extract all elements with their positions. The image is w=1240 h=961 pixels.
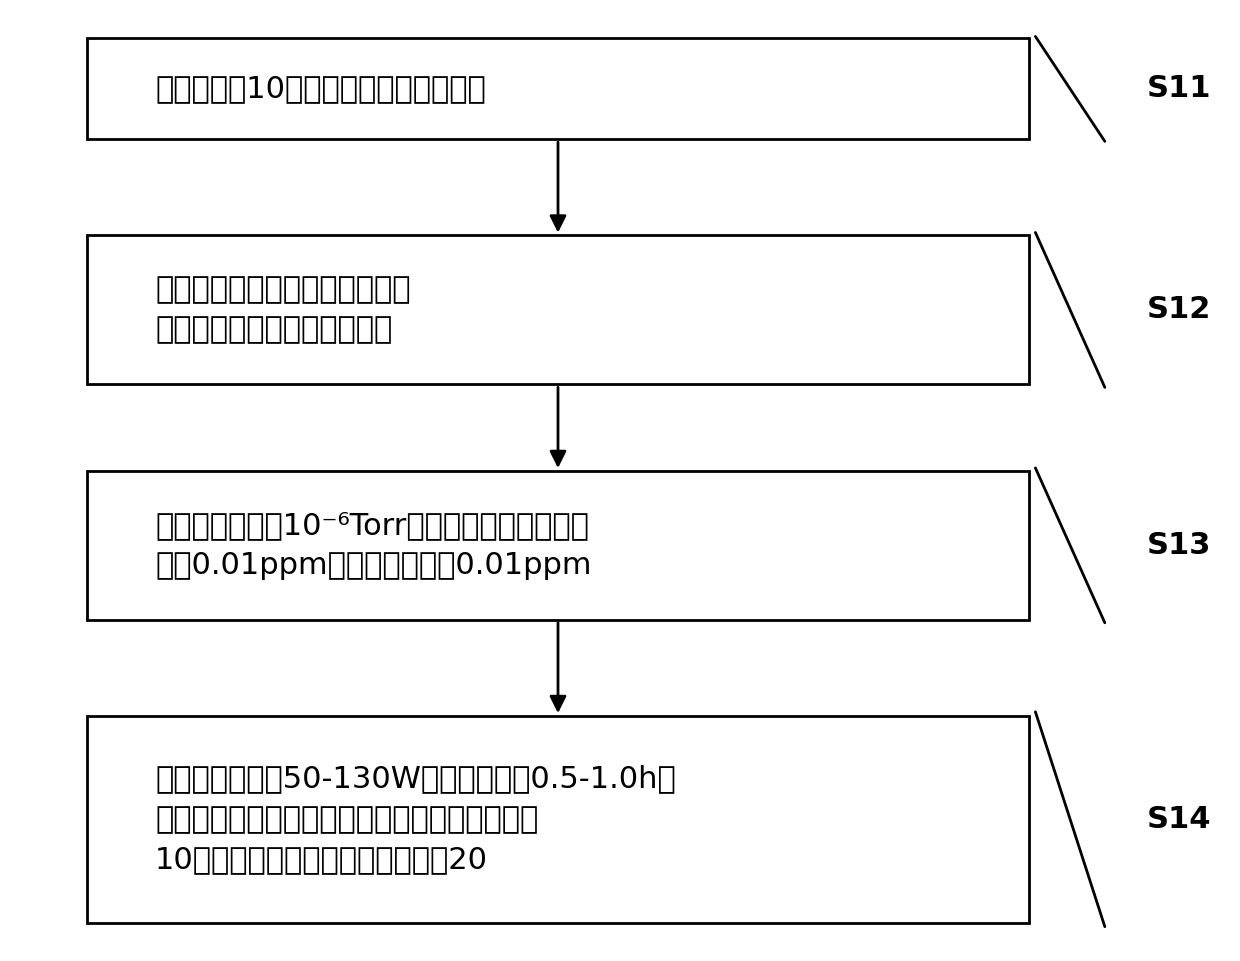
Text: 埘（或者鰽坤埘、鹪坤埘）中: 埘（或者鰽坤埘、鹪坤埘）中 bbox=[155, 315, 392, 345]
Text: 调节腔体气压为10⁻⁶Torr，并保证腔体氧气含量: 调节腔体气压为10⁻⁶Torr，并保证腔体氧气含量 bbox=[155, 510, 589, 540]
Text: 10之上获得待处理固态电解质薄膜20: 10之上获得待处理固态电解质薄膜20 bbox=[155, 845, 489, 875]
Bar bbox=[87, 471, 1029, 620]
Bar bbox=[87, 235, 1029, 384]
Bar bbox=[87, 38, 1029, 139]
Bar bbox=[87, 716, 1029, 923]
Text: S14: S14 bbox=[1147, 804, 1211, 834]
Text: 将电极结构10作为基底放置在基底台上: 将电极结构10作为基底放置在基底台上 bbox=[155, 74, 486, 104]
Text: 小于0.01ppm，水分含量小于0.01ppm: 小于0.01ppm，水分含量小于0.01ppm bbox=[155, 551, 591, 580]
Text: S13: S13 bbox=[1147, 530, 1211, 560]
Text: 将固态电解质薄膜材料放入鰽坤: 将固态电解质薄膜材料放入鰽坤 bbox=[155, 275, 410, 305]
Text: 调节沉积功率为50-130W，沉积时间为0.5-1.0h，: 调节沉积功率为50-130W，沉积时间为0.5-1.0h， bbox=[155, 764, 676, 794]
Text: S11: S11 bbox=[1147, 74, 1211, 104]
Text: 将所述固态电解质薄膜材料沉积在所述电极结构: 将所述固态电解质薄膜材料沉积在所述电极结构 bbox=[155, 804, 538, 834]
Text: S12: S12 bbox=[1147, 295, 1211, 325]
